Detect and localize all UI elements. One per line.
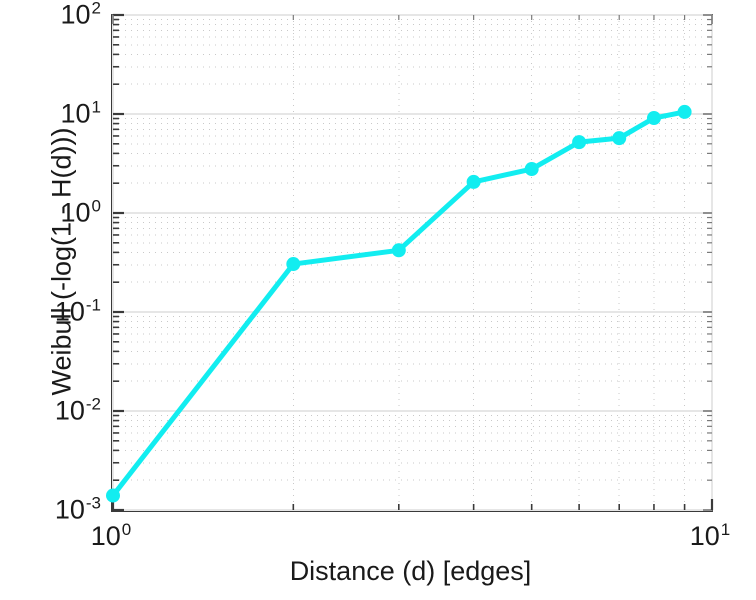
data-point xyxy=(677,104,692,119)
data-point xyxy=(572,135,587,150)
y-tick-label: 100 xyxy=(60,196,101,228)
grid-layer xyxy=(112,14,713,511)
x-tick-label: 100 xyxy=(90,520,132,551)
data-point xyxy=(524,162,539,177)
y-tick-label: 10-3 xyxy=(54,493,101,525)
x-axis-title: Distance (d) [edges] xyxy=(289,556,532,586)
data-point xyxy=(466,174,481,189)
data-series-layer xyxy=(106,104,692,503)
y-tick-label: 10-1 xyxy=(54,295,101,327)
series-0 xyxy=(106,104,692,503)
x-tick-label: 101 xyxy=(689,520,731,551)
y-tick-label: 10-2 xyxy=(54,394,101,426)
y-tick-label: 102 xyxy=(60,0,101,30)
data-point xyxy=(286,257,301,272)
data-point xyxy=(646,111,661,126)
y-axis-title: Weibull (-log(1 - H(d))) xyxy=(46,127,77,396)
data-point xyxy=(391,243,406,258)
data-point xyxy=(612,131,627,146)
y-tick-label: 101 xyxy=(60,97,101,129)
plot-area xyxy=(106,13,714,512)
axis-tick-marks xyxy=(111,13,714,512)
data-point xyxy=(106,488,120,503)
